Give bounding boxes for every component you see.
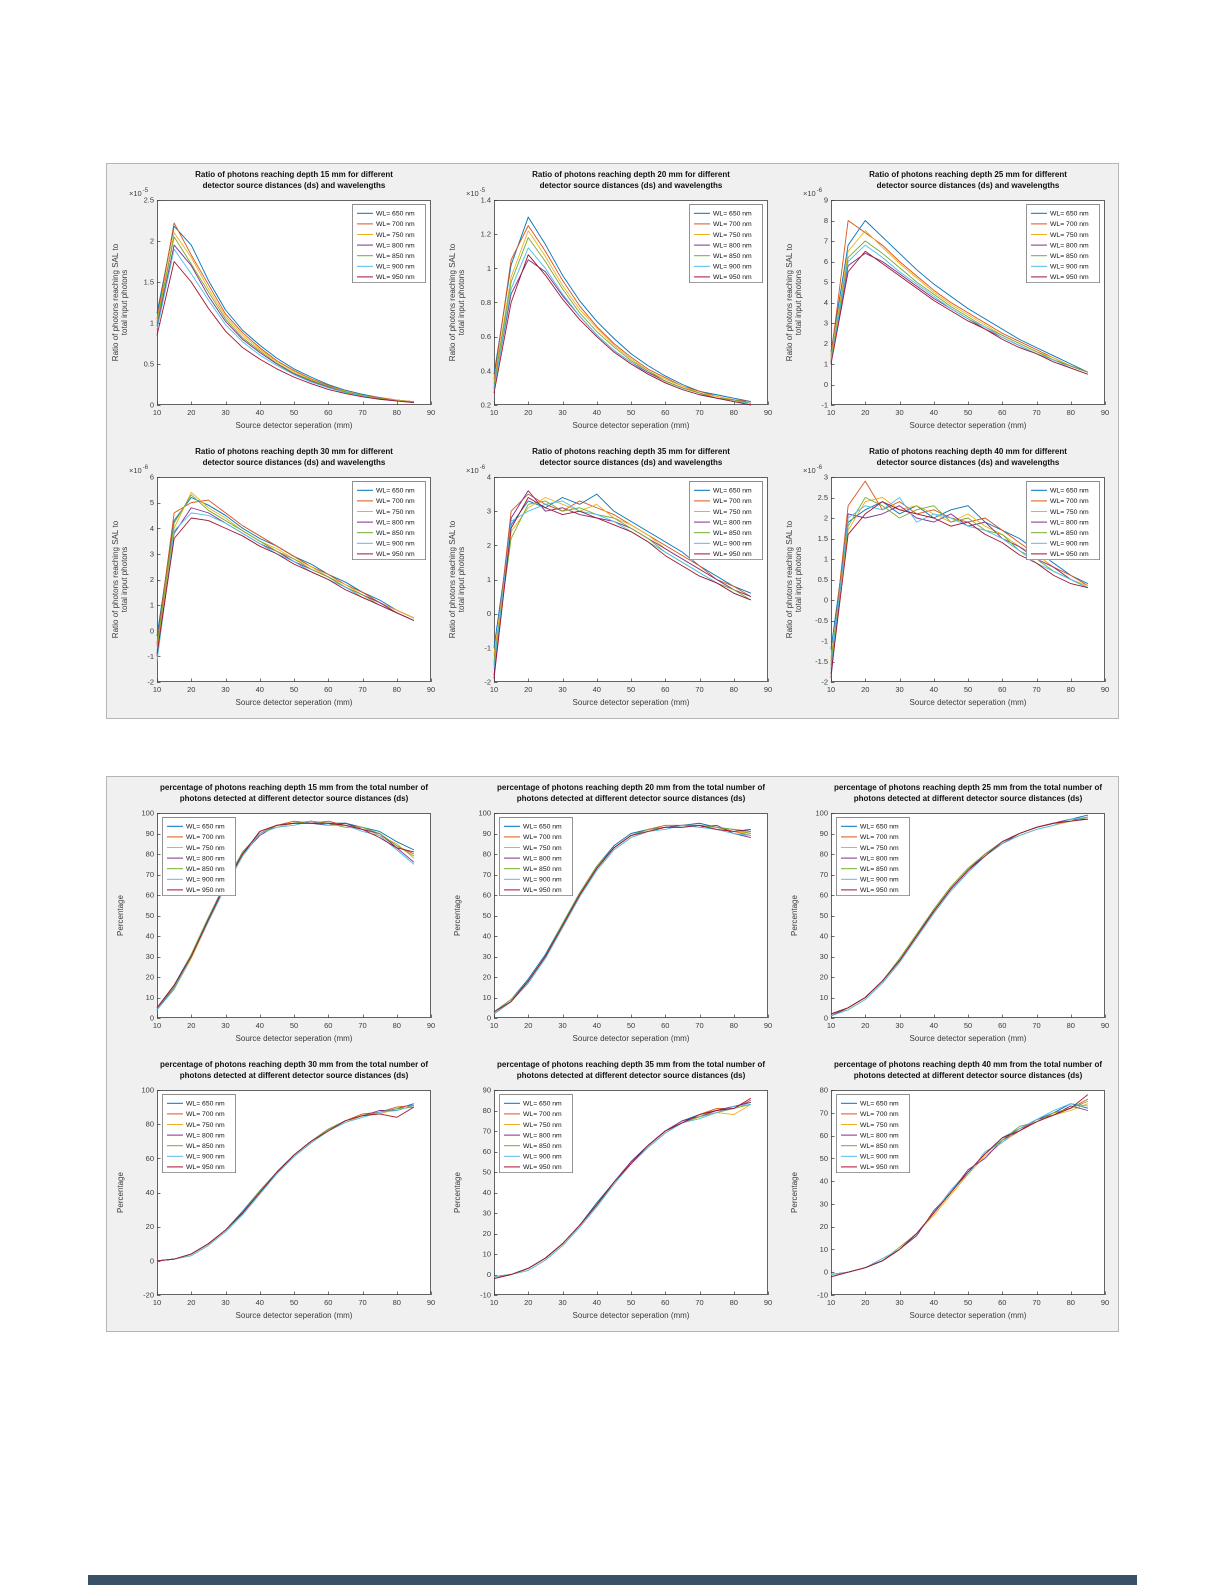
chart-percentage-depth-40-canvas bbox=[781, 1054, 1118, 1331]
chart-ratio-depth-20-canvas bbox=[444, 164, 781, 441]
page-edge-strip bbox=[88, 1575, 1137, 1585]
chart-ratio-depth-25-canvas bbox=[781, 164, 1118, 441]
chart-ratio-depth-35 bbox=[444, 441, 781, 718]
chart-percentage-depth-30-canvas bbox=[107, 1054, 444, 1331]
chart-percentage-depth-35 bbox=[444, 1054, 781, 1331]
chart-percentage-depth-20-canvas bbox=[444, 777, 781, 1054]
figure-panel-ratio bbox=[106, 163, 1119, 719]
chart-ratio-depth-40 bbox=[781, 441, 1118, 718]
chart-ratio-depth-35-canvas bbox=[444, 441, 781, 718]
chart-ratio-depth-40-canvas bbox=[781, 441, 1118, 718]
chart-ratio-depth-30-canvas bbox=[107, 441, 444, 718]
chart-ratio-depth-15 bbox=[107, 164, 444, 441]
chart-percentage-depth-30 bbox=[107, 1054, 444, 1331]
chart-ratio-depth-15-canvas bbox=[107, 164, 444, 441]
chart-ratio-depth-20 bbox=[444, 164, 781, 441]
figure-panel-percentage bbox=[106, 776, 1119, 1332]
chart-percentage-depth-15-canvas bbox=[107, 777, 444, 1054]
chart-percentage-depth-25-canvas bbox=[781, 777, 1118, 1054]
chart-percentage-depth-35-canvas bbox=[444, 1054, 781, 1331]
chart-ratio-depth-25 bbox=[781, 164, 1118, 441]
chart-percentage-depth-40 bbox=[781, 1054, 1118, 1331]
chart-percentage-depth-15 bbox=[107, 777, 444, 1054]
chart-ratio-depth-30 bbox=[107, 441, 444, 718]
chart-percentage-depth-25 bbox=[781, 777, 1118, 1054]
chart-percentage-depth-20 bbox=[444, 777, 781, 1054]
